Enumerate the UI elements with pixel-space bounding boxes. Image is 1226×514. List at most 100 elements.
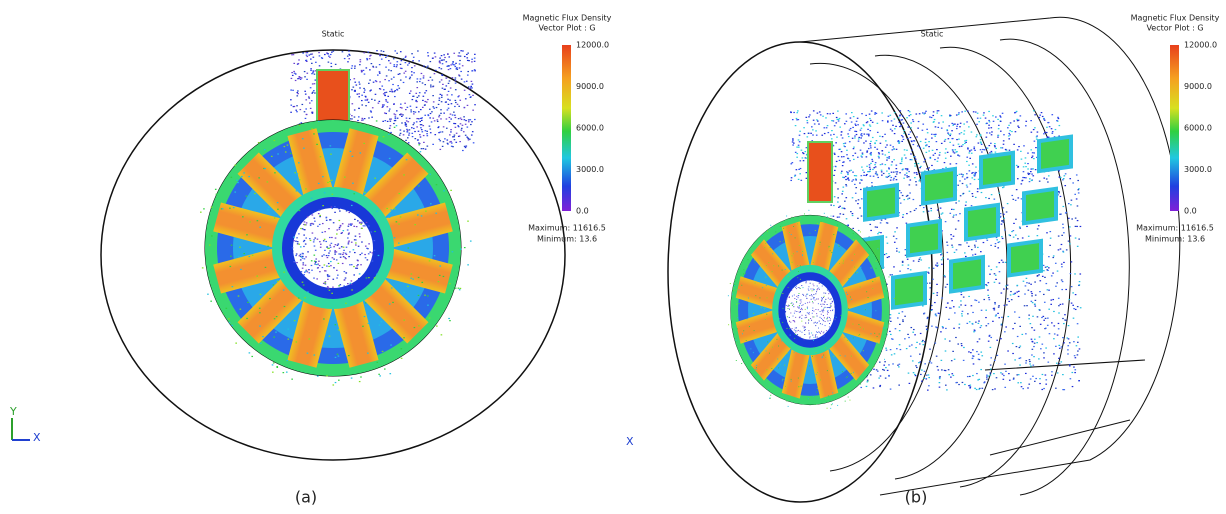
flux-vector [800, 168, 802, 169]
flux-vector [741, 363, 742, 364]
flux-vector [381, 59, 383, 60]
flux-vector [792, 305, 793, 306]
flux-vector [1058, 191, 1060, 192]
flux-vector [789, 395, 790, 396]
flux-vector [428, 80, 430, 81]
flux-vector [901, 159, 903, 160]
flux-vector [414, 65, 416, 66]
flux-vector [312, 214, 314, 215]
flux-vector [801, 305, 802, 306]
flux-vector [400, 79, 402, 80]
flux-vector [1058, 345, 1060, 346]
flux-vector [924, 313, 926, 314]
flux-vector [1062, 374, 1064, 375]
flux-vector [962, 183, 964, 184]
flux-vector [967, 323, 969, 324]
flux-vector [369, 79, 371, 80]
flux-vector [1033, 356, 1035, 357]
flux-vector [405, 76, 407, 77]
flux-vector [913, 144, 915, 145]
flux-vector [326, 220, 328, 221]
flux-vector [375, 94, 377, 95]
flux-vector [1030, 365, 1032, 366]
flux-vector [792, 144, 794, 145]
flux-vector [1043, 270, 1045, 271]
flux-vector [305, 271, 307, 272]
flux-vector [808, 116, 810, 117]
flux-vector [451, 94, 453, 95]
flux-vector [1071, 218, 1073, 219]
flux-vector [459, 100, 461, 101]
flux-vector [796, 147, 798, 148]
flux-vector [1065, 212, 1067, 213]
flux-vector [827, 320, 828, 321]
flux-vector [790, 313, 791, 314]
flux-vector [841, 156, 843, 157]
flux-vector [910, 127, 912, 128]
flux-vector [385, 113, 387, 114]
flux-vector [424, 115, 426, 116]
flux-vector [406, 126, 408, 127]
flux-vector [240, 256, 242, 257]
flux-vector [882, 136, 884, 137]
flux-vector [800, 279, 801, 280]
flux-vector [827, 314, 828, 315]
flux-vector [884, 328, 885, 329]
flux-vector [913, 121, 915, 122]
flux-vector [822, 324, 823, 325]
flux-vector [339, 227, 341, 228]
flux-vector [400, 133, 402, 134]
flux-vector [800, 331, 801, 332]
flux-vector [899, 122, 901, 123]
flux-vector [995, 148, 997, 149]
flux-vector [863, 350, 864, 351]
flux-vector [382, 351, 384, 352]
flux-vector [1026, 226, 1028, 227]
flux-vector [915, 181, 917, 182]
flux-vector [311, 198, 313, 199]
flux-vector [945, 385, 947, 386]
flux-vector [962, 382, 964, 383]
flux-vector [809, 233, 810, 234]
flux-vector [920, 259, 922, 260]
flux-vector [829, 246, 830, 247]
flux-vector [377, 74, 379, 75]
flux-vector [837, 111, 839, 112]
flux-vector [987, 240, 989, 241]
flux-vector [802, 309, 803, 310]
flux-vector [883, 365, 885, 366]
flux-vector [310, 87, 312, 88]
flux-vector [343, 230, 345, 231]
flux-vector [345, 253, 347, 254]
flux-vector [1005, 371, 1007, 372]
flux-vector [945, 148, 947, 149]
flux-vector [941, 297, 943, 298]
flux-vector [942, 212, 944, 213]
flux-vector [755, 295, 756, 296]
flux-vector [790, 180, 792, 181]
flux-vector [877, 371, 879, 372]
flux-vector [418, 131, 420, 132]
flux-vector [924, 159, 926, 160]
flux-vector [1007, 127, 1009, 128]
flux-vector [439, 61, 441, 62]
flux-vector [1031, 173, 1033, 174]
flux-vector [989, 132, 991, 133]
flux-vector [939, 154, 941, 155]
flux-vector [890, 314, 892, 315]
flux-vector [452, 136, 454, 137]
flux-vector [1075, 218, 1077, 219]
flux-vector [460, 71, 462, 72]
flux-vector [981, 151, 983, 152]
flux-vector [324, 270, 326, 271]
flux-vector [1077, 205, 1079, 206]
flux-vector [842, 165, 844, 166]
flux-vector [311, 260, 313, 261]
flux-vector [439, 81, 441, 82]
flux-vector [1010, 122, 1012, 123]
flux-vector [378, 374, 380, 375]
flux-vector [202, 267, 204, 268]
flux-vector [1032, 156, 1034, 157]
flux-vector [447, 53, 449, 54]
flux-vector [882, 369, 884, 370]
